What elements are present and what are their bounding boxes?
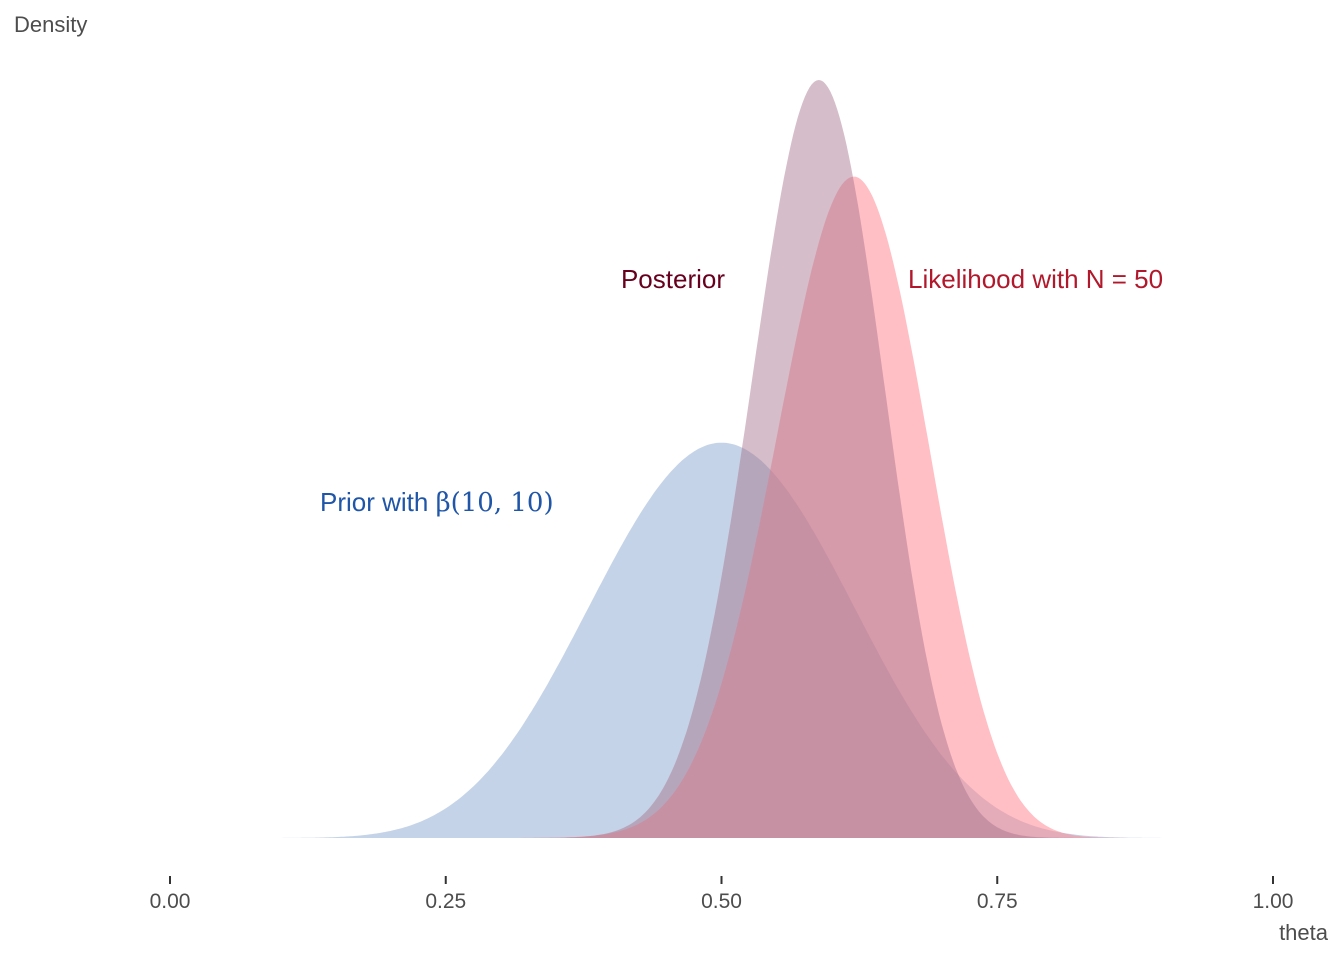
posterior-density-area: [258, 80, 1185, 838]
x-tick-label: 0.25: [425, 890, 466, 913]
density-areas: [258, 80, 1185, 839]
x-axis-title: theta: [1279, 920, 1329, 945]
x-tick-label: 0.00: [150, 890, 191, 913]
posterior-annotation: Posterior: [621, 264, 725, 294]
x-axis-ticks: 0.00 0.25 0.50 0.75 1.00: [150, 876, 1294, 913]
prior-annotation: Prior with β(10, 10): [320, 487, 554, 518]
prior-beta-annotation: β(10, 10): [436, 488, 554, 518]
likelihood-density-area: [258, 176, 1185, 839]
x-tick-label: 0.75: [977, 890, 1018, 913]
y-axis-title: Density: [14, 12, 87, 37]
x-tick-label: 1.00: [1253, 890, 1294, 913]
prior-density-area: [258, 442, 1185, 838]
likelihood-annotation: Likelihood with N = 50: [908, 264, 1163, 294]
prior-annotation-text: Prior with: [320, 487, 436, 517]
x-tick-label: 0.50: [701, 890, 742, 913]
